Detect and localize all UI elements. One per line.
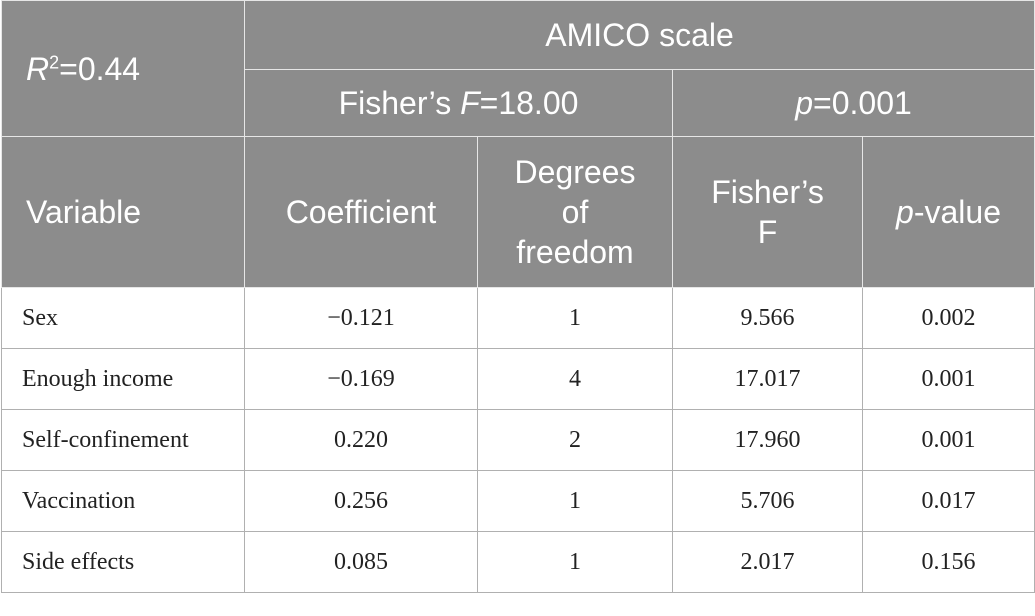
cell: 9.566 [672,287,863,349]
column-header: Coefficient [244,136,478,288]
cell: 0.002 [861,287,1035,349]
cell: 1 [477,470,673,532]
superscript: 2 [49,51,60,72]
table-row: Side effects 0.085 1 2.017 0.156 [1,531,1035,593]
table-row: Vaccination 0.256 1 5.706 0.017 [1,470,1035,532]
cell: 0.085 [244,531,478,593]
p-header: p=0.001 [671,69,1035,137]
r-squared: R2=0.44 [1,0,245,137]
table-row: Enough income −0.169 4 17.017 0.001 [1,348,1035,410]
table-row: Sex −0.121 1 9.566 0.002 [1,287,1035,349]
cell: 1 [477,531,673,593]
cell: 17.017 [672,348,863,410]
value: =0.001 [813,85,912,121]
cell: 0.256 [244,470,478,532]
row-label: Self-confinement [1,409,245,471]
cell: 2.017 [672,531,863,593]
cell: 0.017 [861,470,1035,532]
table-row: Self-confinement 0.220 2 17.960 0.001 [1,409,1035,471]
symbol: F [460,85,480,121]
cell: −0.169 [244,348,478,410]
cell: 0.220 [244,409,478,471]
symbol: R [26,50,50,87]
symbol: p [896,194,914,230]
row-label: Sex [1,287,245,349]
symbol: p [795,85,814,121]
scale-header: AMICO scale [243,0,1035,70]
row-label: Vaccination [1,470,245,532]
column-header: Variable [1,136,245,288]
cell: 0.156 [861,531,1035,593]
value: =18.00 [479,85,579,121]
fisher-header: Fisher’s F=18.00 [244,69,673,137]
cell: 0.001 [861,409,1035,471]
column-header: Fisher’s F [672,136,863,288]
cell: 0.001 [861,348,1035,410]
table-body: Sex −0.121 1 9.566 0.002 Enough income −0.169 4… [1,287,1035,593]
row-label: Enough income [1,348,245,410]
cell: 5.706 [672,470,863,532]
cell: 4 [477,348,673,410]
column-header: Degrees of freedom [477,136,673,288]
column-header: p-value [861,136,1035,288]
results-table: R2=0.44 AMICO scale Fisher’s F=18.00 p=0… [1,0,1035,593]
cell: 17.960 [672,409,863,471]
label: -value [913,194,1001,230]
cell: 2 [477,409,673,471]
row-label: Side effects [1,531,245,593]
value: =0.44 [59,50,141,87]
prefix: Fisher’s [338,85,461,121]
cell: 1 [477,287,673,349]
cell: −0.121 [244,287,478,349]
